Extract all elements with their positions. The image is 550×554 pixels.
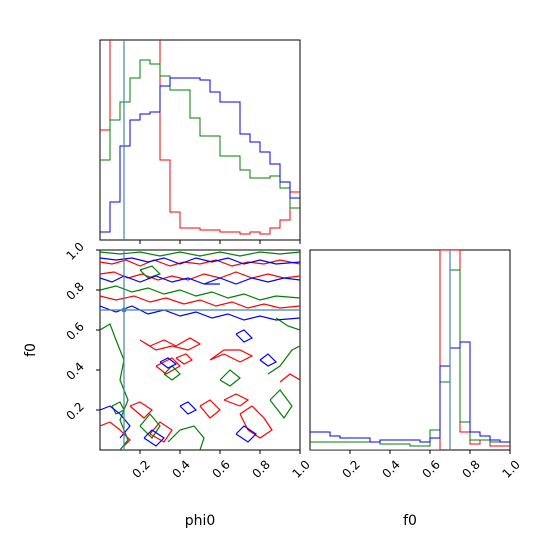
contour-red: [155, 357, 181, 375]
contour-red: [100, 295, 300, 309]
contour-red: [149, 421, 173, 443]
f0-histogram-red: [310, 250, 510, 450]
contour-red: [279, 373, 300, 383]
contour-green: [139, 265, 162, 279]
f0-histogram-green: [310, 269, 510, 447]
contour-red: [100, 259, 300, 267]
f0-histogram-blue: [310, 341, 510, 443]
contour-red: [223, 393, 250, 407]
contour-green: [100, 251, 300, 257]
contour-green: [100, 323, 129, 450]
contour-blue: [179, 401, 198, 415]
contour-red: [100, 271, 300, 281]
contour-red: [129, 401, 153, 419]
contour-blue: [143, 429, 165, 447]
phi0-histogram-panel: [99, 39, 301, 241]
contour-green: [100, 285, 300, 301]
contour-blue: [159, 357, 178, 369]
contour-green: [269, 389, 293, 420]
phi0-histogram-blue: [100, 77, 300, 233]
contour-red: [139, 337, 202, 351]
contour-green: [275, 317, 300, 331]
contour-blue: [100, 257, 300, 265]
x-axis-label-phi0: phi0: [185, 513, 216, 529]
y-axis-label-f0: f0: [23, 343, 39, 357]
contour-blue: [259, 353, 278, 367]
contour-blue: [100, 405, 131, 439]
contour-green: [167, 425, 205, 450]
contour-red: [239, 405, 273, 439]
truth-point: [121, 307, 127, 313]
phi0-histogram-red: [100, 40, 300, 235]
contour-green: [219, 369, 241, 387]
x-axis-label-f0: f0: [403, 513, 417, 529]
contour-red: [175, 353, 194, 365]
contour-blue: [100, 275, 300, 285]
contour-green: [267, 345, 300, 375]
contour-red: [209, 349, 254, 363]
phi0-histogram-green: [100, 59, 300, 209]
contour-blue: [235, 425, 257, 443]
contour-red: [199, 399, 221, 419]
contour-green: [163, 365, 181, 381]
contour-red: [100, 421, 131, 447]
contour-blue: [100, 305, 300, 321]
contour-blue: [235, 329, 254, 343]
